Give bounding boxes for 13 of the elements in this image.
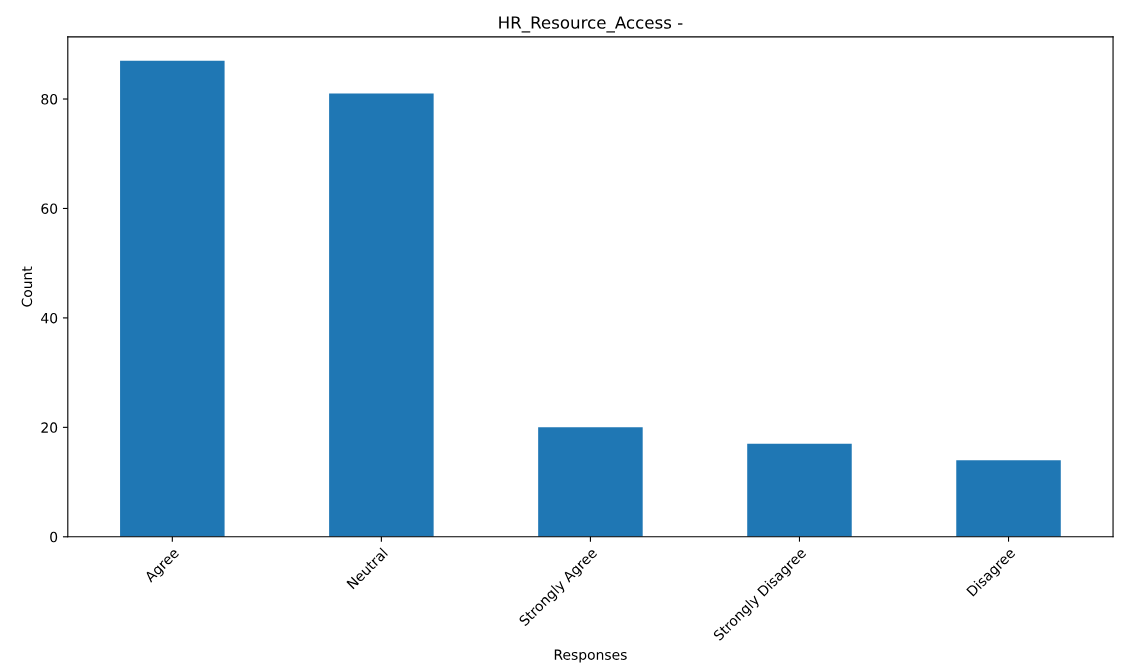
bar — [329, 93, 434, 537]
chart-title: HR_Resource_Access - — [499, 16, 683, 33]
y-axis-title: Count — [21, 266, 33, 307]
bar — [956, 460, 1061, 537]
y-tick-label: 40 — [41, 312, 58, 324]
y-tick-label: 20 — [41, 422, 58, 433]
y-tick-label: 80 — [41, 93, 58, 105]
y-tick-label: 0 — [50, 531, 58, 543]
bar — [747, 443, 852, 537]
x-axis-title: Responses — [554, 649, 627, 663]
bar — [120, 60, 225, 537]
bar — [538, 427, 643, 537]
y-tick-label: 60 — [41, 203, 58, 214]
